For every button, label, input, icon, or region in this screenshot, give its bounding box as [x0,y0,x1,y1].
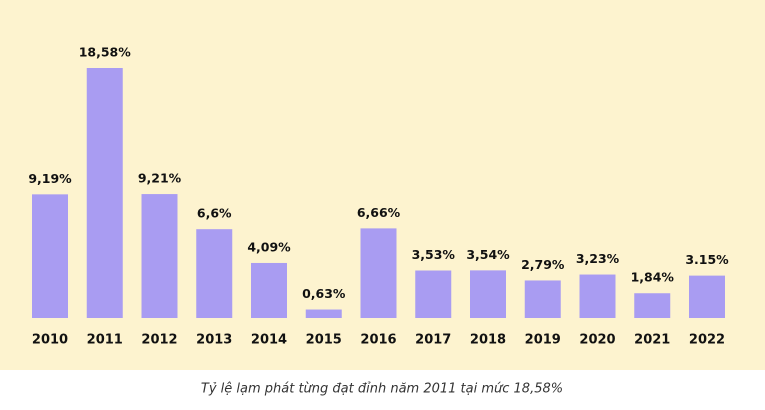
bar [196,229,233,318]
caption: Tỷ lệ lạm phát từng đạt đỉnh năm 2011 tạ… [201,382,563,397]
bar [470,270,506,318]
x-tick-label: 2013 [196,333,232,348]
x-tick-label: 2015 [306,333,342,348]
x-tick-label: 2012 [141,333,177,348]
value-label: 3,23% [576,251,620,266]
x-tick-label: 2011 [87,333,123,348]
x-tick-label: 2017 [415,333,451,348]
x-tick-label: 2021 [634,333,670,348]
bar [360,228,397,318]
bar [524,280,561,318]
value-label: 6,6% [197,206,232,221]
value-label: 1,84% [631,270,675,285]
bar [251,262,287,318]
bar [305,309,342,318]
x-tick-label: 2020 [579,333,615,348]
x-tick-label: 2014 [251,333,287,348]
x-tick-label: 2018 [470,333,506,348]
value-label: 0,63% [302,286,346,301]
value-label: 3,54% [466,247,510,262]
x-tick-label: 2022 [689,333,725,348]
value-label: 3,53% [412,247,456,262]
value-label: 18,58% [79,45,132,60]
bar [415,270,452,318]
x-tick-label: 2010 [32,333,68,348]
value-label: 9,21% [138,171,182,186]
bar [86,68,123,318]
value-label: 9,19% [28,171,72,186]
bar [32,194,68,318]
value-label: 3.15% [685,252,729,267]
value-label: 6,66% [357,205,401,220]
bar [579,274,616,318]
bar [141,194,178,318]
x-tick-label: 2019 [525,333,561,348]
value-label: 4,09% [247,239,291,254]
x-tick-label: 2016 [360,333,396,348]
value-label: 2,79% [521,257,565,272]
bar [689,275,725,318]
bar [634,293,671,318]
